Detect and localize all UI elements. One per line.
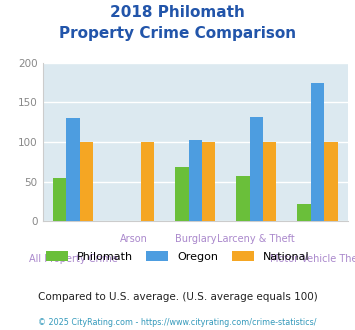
Bar: [311, 83, 324, 221]
Text: 2018 Philomath: 2018 Philomath: [110, 5, 245, 20]
Bar: [66, 118, 80, 221]
Text: Larceny & Theft: Larceny & Theft: [217, 234, 295, 244]
Bar: [236, 176, 250, 221]
Bar: [80, 142, 93, 221]
Bar: [175, 167, 189, 221]
Text: All Property Crime: All Property Crime: [29, 254, 118, 264]
Bar: [189, 140, 202, 221]
Bar: [250, 116, 263, 221]
Text: Motor Vehicle Theft: Motor Vehicle Theft: [270, 254, 355, 264]
Text: © 2025 CityRating.com - https://www.cityrating.com/crime-statistics/: © 2025 CityRating.com - https://www.city…: [38, 318, 317, 327]
Legend: Philomath, Oregon, National: Philomath, Oregon, National: [41, 247, 314, 267]
Text: Property Crime Comparison: Property Crime Comparison: [59, 26, 296, 41]
Text: Burglary: Burglary: [175, 234, 216, 244]
Bar: [324, 142, 338, 221]
Bar: [297, 205, 311, 221]
Bar: [202, 142, 215, 221]
Bar: [141, 142, 154, 221]
Bar: [263, 142, 277, 221]
Text: Arson: Arson: [120, 234, 148, 244]
Bar: [53, 178, 66, 221]
Text: Compared to U.S. average. (U.S. average equals 100): Compared to U.S. average. (U.S. average …: [38, 292, 317, 302]
